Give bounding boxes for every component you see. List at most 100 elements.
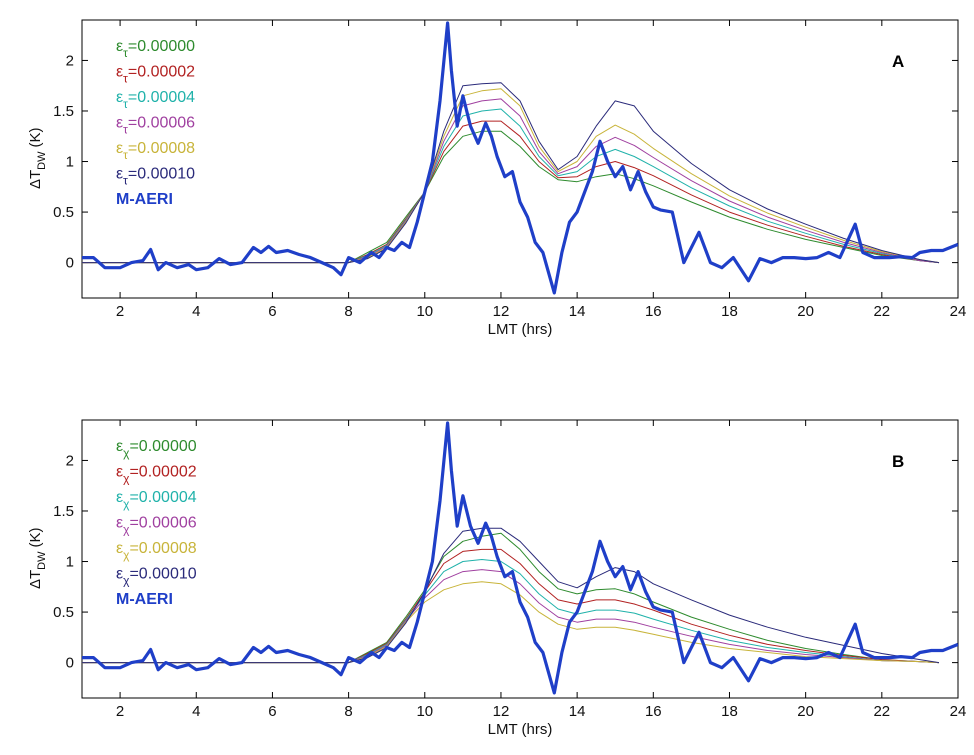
series-line-5	[82, 82, 940, 264]
x-tick-label: 8	[344, 703, 352, 720]
y-tick-label: 0.5	[53, 204, 74, 221]
legend-symbol: ε	[116, 566, 123, 583]
y-axis-subscript: DW	[36, 151, 48, 170]
legend-subscript: τ	[123, 148, 128, 162]
series-line-3	[82, 98, 940, 264]
x-tick-label: 20	[797, 303, 814, 320]
legend-value: =0.00010	[129, 566, 196, 583]
series-group	[82, 21, 958, 295]
x-tick-label: 10	[416, 303, 433, 320]
panel-label: B	[892, 452, 904, 471]
series-group	[82, 421, 958, 695]
legend-subscript: χ	[123, 472, 130, 486]
legend-value: =0.00008	[129, 540, 196, 557]
x-tick-label: 12	[493, 303, 510, 320]
y-tick-label: 1	[66, 554, 74, 571]
x-tick-label: 24	[950, 303, 967, 320]
series-line-4	[82, 88, 940, 264]
x-tick-label: 2	[116, 303, 124, 320]
x-tick-label: 4	[192, 703, 200, 720]
x-tick-label: 14	[569, 303, 586, 320]
legend-entry: εχ=0.00000	[116, 438, 197, 460]
y-axis-unit: (K)	[27, 527, 44, 547]
legend-entry: ετ=0.00002	[116, 64, 195, 86]
legend-subscript: τ	[123, 97, 128, 111]
legend-value: =0.00006	[128, 115, 195, 132]
y-axis-unit: (K)	[27, 127, 44, 147]
legend-entry: εχ=0.00010	[116, 566, 197, 588]
y-axis-subscript: DW	[36, 551, 48, 570]
legend-entry: M-AERI	[116, 191, 173, 208]
x-tick-label: 10	[416, 703, 433, 720]
legend-value: =0.00002	[128, 64, 195, 81]
x-tick-label: 24	[950, 703, 967, 720]
legend-entry: εχ=0.00008	[116, 540, 197, 562]
series-line-2	[82, 559, 940, 664]
legend-entry: ετ=0.00000	[116, 38, 195, 60]
x-tick-label: 16	[645, 303, 662, 320]
x-tick-label: 8	[344, 303, 352, 320]
y-axis-title: ΔTDW (K)	[27, 527, 48, 589]
x-tick-label: 18	[721, 703, 738, 720]
x-tick-label: 12	[493, 703, 510, 720]
legend-symbol: ε	[116, 515, 123, 532]
legend-value: =0.00006	[129, 515, 196, 532]
x-tick-label: 22	[873, 703, 890, 720]
legend-subscript: τ	[123, 46, 128, 60]
legend-symbol: ε	[116, 438, 123, 455]
legend-entry: ετ=0.00006	[116, 115, 195, 137]
legend-symbol: ε	[116, 64, 123, 81]
legend-value: =0.00000	[128, 38, 195, 55]
legend-value: =0.00000	[129, 438, 196, 455]
series-line-2	[82, 108, 940, 264]
series-line-0	[82, 130, 940, 264]
legend-symbol: ε	[116, 115, 123, 132]
series-line-3	[82, 569, 940, 664]
legend-entry: εχ=0.00004	[116, 489, 197, 511]
legend-symbol: ε	[116, 89, 123, 106]
x-tick-label: 22	[873, 303, 890, 320]
legend-entry: ετ=0.00008	[116, 140, 195, 162]
x-tick-label: 6	[268, 303, 276, 320]
series-line-1	[82, 548, 940, 664]
x-tick-label: 16	[645, 703, 662, 720]
y-tick-label: 1.5	[53, 503, 74, 520]
x-axis-title: LMT (hrs)	[488, 321, 553, 338]
legend-symbol: ε	[116, 464, 123, 481]
legend-subscript: χ	[123, 497, 130, 511]
legend-symbol: ε	[116, 166, 123, 183]
legend-value: =0.00002	[129, 464, 196, 481]
legend-subscript: χ	[123, 446, 130, 460]
x-tick-label: 18	[721, 303, 738, 320]
series-line-1	[82, 120, 940, 264]
series-line-0	[82, 532, 940, 664]
y-tick-label: 2	[66, 452, 74, 469]
legend-subscript: τ	[123, 174, 128, 188]
plot-frame	[81, 419, 959, 699]
legend-entry: ετ=0.00010	[116, 166, 195, 188]
series-line-4	[82, 581, 940, 664]
x-axis-title: LMT (hrs)	[488, 721, 553, 738]
legend-entry: εχ=0.00002	[116, 464, 197, 486]
y-tick-label: 1.5	[53, 103, 74, 120]
panel-label: A	[892, 52, 904, 71]
series-line-5	[82, 527, 940, 664]
y-axis-title: ΔTDW (K)	[27, 127, 48, 189]
series-line-6	[82, 21, 958, 295]
y-tick-label: 0	[66, 255, 74, 272]
legend-value: =0.00004	[128, 89, 195, 106]
legend-value: =0.00008	[128, 140, 195, 157]
legend-symbol: ε	[116, 540, 123, 557]
legend-entry: ετ=0.00004	[116, 89, 195, 111]
y-tick-label: 0.5	[53, 604, 74, 621]
legend-symbol: ε	[116, 140, 123, 157]
x-tick-label: 14	[569, 703, 586, 720]
x-tick-label: 4	[192, 303, 200, 320]
x-tick-label: 6	[268, 703, 276, 720]
legend-subscript: χ	[123, 523, 130, 537]
y-axis-symbol: ΔT	[27, 570, 44, 589]
y-tick-label: 1	[66, 154, 74, 171]
